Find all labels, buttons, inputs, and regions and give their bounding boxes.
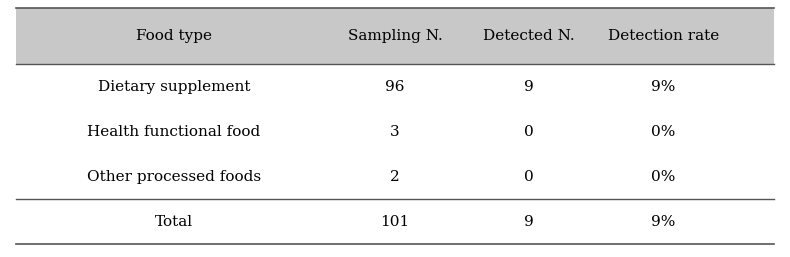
Text: Health functional food: Health functional food — [87, 125, 261, 139]
Text: Other processed foods: Other processed foods — [87, 170, 261, 184]
Text: 0%: 0% — [652, 170, 675, 184]
Text: 0: 0 — [525, 125, 534, 139]
Text: Total: Total — [155, 215, 193, 229]
Text: Food type: Food type — [136, 29, 212, 43]
Text: 9%: 9% — [652, 80, 675, 94]
Text: 9%: 9% — [652, 215, 675, 229]
Text: Detection rate: Detection rate — [608, 29, 719, 43]
Text: 9: 9 — [525, 80, 534, 94]
Text: 9: 9 — [525, 215, 534, 229]
Text: 0: 0 — [525, 170, 534, 184]
Text: 2: 2 — [390, 170, 400, 184]
Text: Dietary supplement: Dietary supplement — [97, 80, 250, 94]
Text: 96: 96 — [386, 80, 404, 94]
Text: Sampling N.: Sampling N. — [348, 29, 442, 43]
Text: 3: 3 — [390, 125, 400, 139]
Text: 0%: 0% — [652, 125, 675, 139]
Text: 101: 101 — [380, 215, 410, 229]
FancyBboxPatch shape — [16, 8, 774, 64]
Text: Detected N.: Detected N. — [483, 29, 575, 43]
